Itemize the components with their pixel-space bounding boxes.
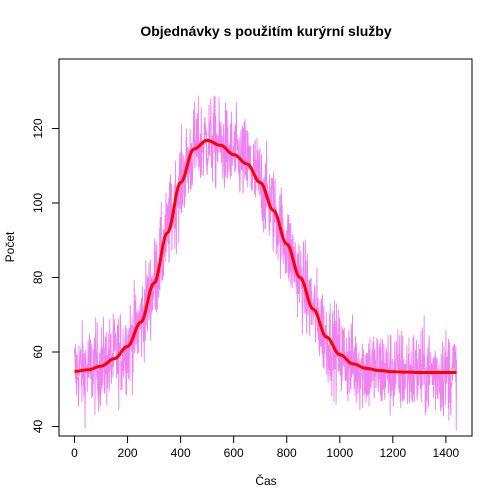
y-tick-label: 40 — [31, 420, 45, 434]
x-tick-label: 800 — [277, 446, 297, 460]
x-tick-label: 600 — [224, 446, 244, 460]
y-tick-label: 100 — [31, 193, 45, 213]
smoothed-series — [74, 138, 457, 374]
x-tick-label: 200 — [118, 446, 138, 460]
y-tick-label: 120 — [31, 118, 45, 138]
x-axis: 0 200 400 600 800 1000 1200 1400 — [71, 435, 460, 460]
x-axis-label: Čas — [255, 473, 276, 488]
y-axis: 40 60 80 100 120 — [31, 118, 60, 434]
y-tick-label: 60 — [31, 345, 45, 359]
x-tick-label: 0 — [71, 446, 78, 460]
x-tick-label: 400 — [171, 446, 191, 460]
x-tick-label: 1000 — [326, 446, 353, 460]
chart-title: Objednávky s použitím kurýrní služby — [140, 23, 391, 39]
smoothed-series-line — [74, 138, 457, 374]
raw-series-line — [74, 95, 457, 431]
x-tick-label: 1400 — [433, 446, 460, 460]
x-tick-label: 1200 — [379, 446, 406, 460]
y-axis-label: Počet — [3, 231, 17, 262]
raw-series — [74, 95, 457, 431]
y-tick-label: 80 — [31, 271, 45, 285]
